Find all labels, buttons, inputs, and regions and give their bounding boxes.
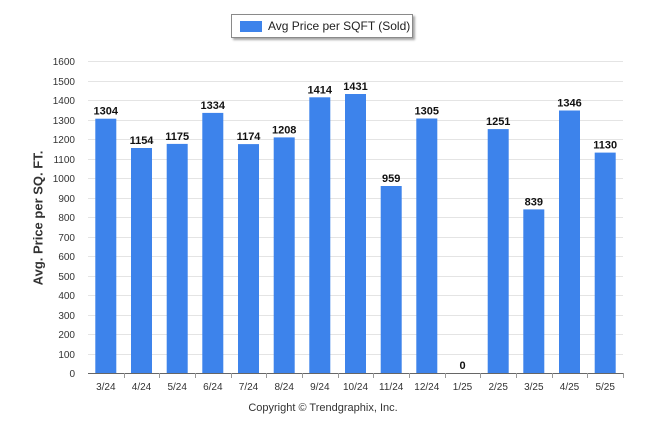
x-tick-label: 10/24 (343, 382, 368, 393)
x-tick-label: 11/24 (379, 382, 404, 393)
bar (416, 118, 438, 373)
y-tick-label: 300 (58, 311, 75, 322)
y-tick-label: 100 (58, 350, 75, 361)
bar (131, 148, 152, 373)
x-tick-label: 4/25 (560, 382, 580, 393)
y-tick-label: 1000 (53, 174, 76, 185)
x-tick-label: 5/24 (167, 382, 187, 393)
x-tick-label: 3/25 (524, 382, 544, 393)
x-tick-label: 3/24 (96, 382, 116, 393)
data-label: 1414 (308, 84, 333, 96)
data-label: 1208 (272, 124, 296, 136)
bar (95, 118, 117, 373)
bar (487, 129, 509, 373)
data-label: 1130 (593, 140, 617, 152)
data-label: 959 (382, 173, 400, 185)
x-tick-label: 8/24 (274, 382, 294, 393)
data-label: 1305 (415, 106, 439, 118)
bar (202, 112, 224, 374)
y-tick-label: 200 (58, 330, 75, 341)
data-label: 1431 (343, 81, 367, 93)
y-tick-label: 1400 (53, 96, 76, 107)
y-tick-label: 400 (58, 291, 75, 302)
x-tick-label: 5/25 (595, 382, 615, 393)
y-tick-label: 600 (58, 252, 75, 263)
x-tick-label: 7/24 (239, 382, 259, 393)
data-label: 1175 (165, 131, 189, 143)
y-tick-label: 900 (58, 194, 75, 205)
y-tick-label: 1500 (53, 77, 76, 88)
bar (559, 110, 580, 373)
x-tick-label: 12/24 (414, 382, 439, 393)
bar (345, 94, 366, 373)
bar (380, 186, 402, 373)
x-tick-label: 2/25 (488, 382, 508, 393)
data-label: 839 (525, 196, 543, 208)
bar (309, 97, 331, 374)
data-label: 1346 (557, 98, 581, 110)
data-label: 1174 (237, 131, 262, 143)
data-label: 1154 (130, 135, 155, 147)
chart-legend: Avg Price per SQFT (Sold) (231, 14, 413, 38)
bar (166, 143, 188, 373)
x-tick-label: 1/25 (453, 382, 473, 393)
y-tick-label: 800 (58, 213, 75, 224)
legend-swatch (240, 21, 262, 32)
x-tick-label: 6/24 (203, 382, 223, 393)
legend-label: Avg Price per SQFT (Sold) (268, 19, 411, 33)
copyright-footer: Copyright © Trendgraphix, Inc. (248, 402, 398, 414)
y-tick-label: 1200 (53, 135, 76, 146)
bar (523, 209, 545, 373)
y-tick-label: 1600 (53, 57, 76, 68)
y-tick-label: 1100 (53, 155, 75, 166)
x-tick-label: 4/24 (132, 382, 152, 393)
bar (594, 152, 616, 373)
bar (273, 137, 295, 373)
y-tick-label: 1300 (53, 116, 76, 127)
data-label: 1304 (94, 106, 119, 118)
data-label: 1251 (486, 116, 510, 128)
data-label: 0 (459, 360, 465, 372)
y-tick-label: 700 (58, 233, 75, 244)
x-tick-label: 9/24 (310, 382, 330, 393)
y-tick-label: 500 (58, 272, 75, 283)
y-tick-label: 0 (69, 369, 75, 380)
data-label: 1334 (201, 100, 226, 112)
bar (238, 144, 259, 373)
